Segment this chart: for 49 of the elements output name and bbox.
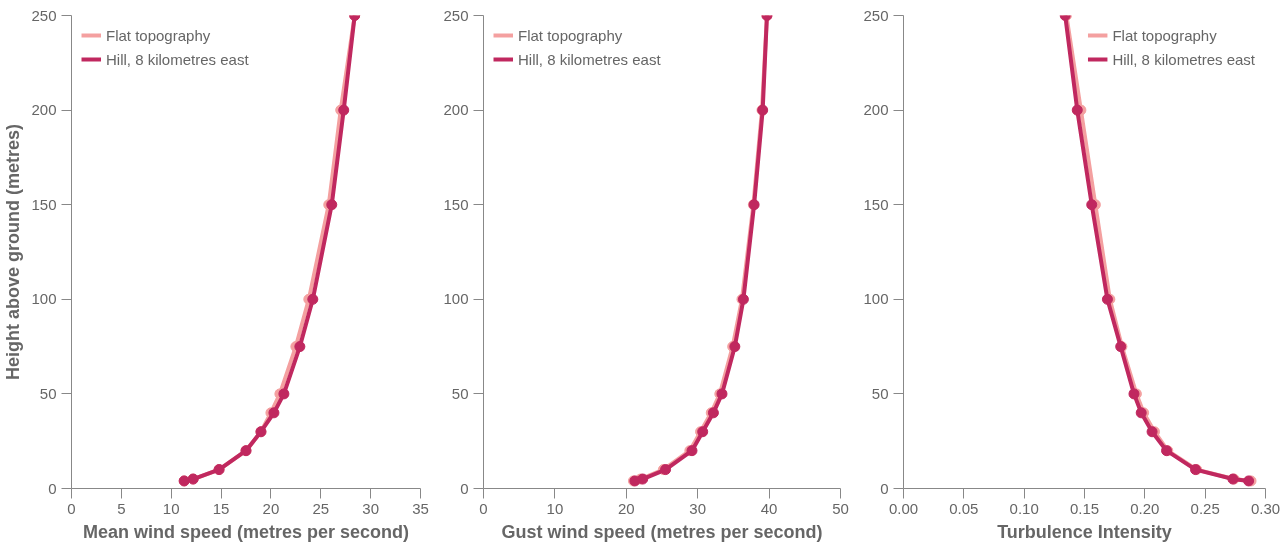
y-tick-label: 150 xyxy=(31,195,57,213)
x-tick-label: 0.15 xyxy=(1069,499,1100,517)
x-tick-label: 0.05 xyxy=(949,499,979,517)
legend-label: Hill, 8 kilometres east xyxy=(106,50,249,68)
y-tick-label: 200 xyxy=(443,101,469,119)
x-tick-label: 20 xyxy=(617,499,635,517)
y-tick-label: 250 xyxy=(31,6,57,24)
x-tick-label: 35 xyxy=(412,499,429,517)
x-axis-title: Mean wind speed (metres per second) xyxy=(82,521,410,542)
x-tick-label: 5 xyxy=(117,499,126,517)
x-tick-label: 25 xyxy=(312,499,330,517)
x-axis-title: Gust wind speed (metres per second) xyxy=(501,521,823,542)
x-tick-label: 15 xyxy=(212,499,230,517)
y-tick-label: 0 xyxy=(48,479,57,497)
y-tick-label: 200 xyxy=(31,101,57,119)
x-tick-label: 30 xyxy=(362,499,379,517)
x-tick-label: 20 xyxy=(262,499,280,517)
x-tick-label: 0.20 xyxy=(1130,499,1160,517)
y-tick-label: 50 xyxy=(39,384,57,402)
legend-label: Flat topography xyxy=(1112,26,1217,44)
y-tick-label: 250 xyxy=(443,6,469,24)
y-tick-label: 0 xyxy=(460,479,469,497)
y-tick-label: 0 xyxy=(880,479,889,497)
x-tick-label: 0 xyxy=(479,499,488,517)
x-tick-label: 10 xyxy=(546,499,564,517)
y-tick-label: 250 xyxy=(863,6,889,24)
x-tick-label: 0.25 xyxy=(1190,499,1220,517)
y-tick-label: 100 xyxy=(443,290,469,308)
legend-label: Flat topography xyxy=(518,26,623,44)
y-tick-label: 150 xyxy=(443,195,469,213)
x-tick-label: 30 xyxy=(689,499,707,517)
x-tick-label: 0.00 xyxy=(888,499,919,517)
x-tick-label: 10 xyxy=(162,499,180,517)
y-axis-title: Height above ground (metres) xyxy=(3,123,24,381)
y-tick-label: 200 xyxy=(863,101,889,119)
x-tick-label: 0.10 xyxy=(1009,499,1039,517)
x-tick-label: 0.30 xyxy=(1250,499,1281,517)
y-tick-label: 50 xyxy=(451,384,469,402)
legend-label: Flat topography xyxy=(106,26,211,44)
x-tick-label: 0 xyxy=(67,499,76,517)
x-tick-label: 50 xyxy=(832,499,849,517)
legend-label: Hill, 8 kilometres east xyxy=(518,50,661,68)
x-tick-label: 40 xyxy=(760,499,778,517)
y-tick-label: 50 xyxy=(871,384,889,402)
y-tick-label: 100 xyxy=(31,290,57,308)
x-axis-title: Turbulence Intensity xyxy=(997,521,1172,542)
legend-label: Hill, 8 kilometres east xyxy=(1112,50,1255,68)
y-tick-label: 150 xyxy=(863,195,889,213)
y-tick-label: 100 xyxy=(863,290,889,308)
